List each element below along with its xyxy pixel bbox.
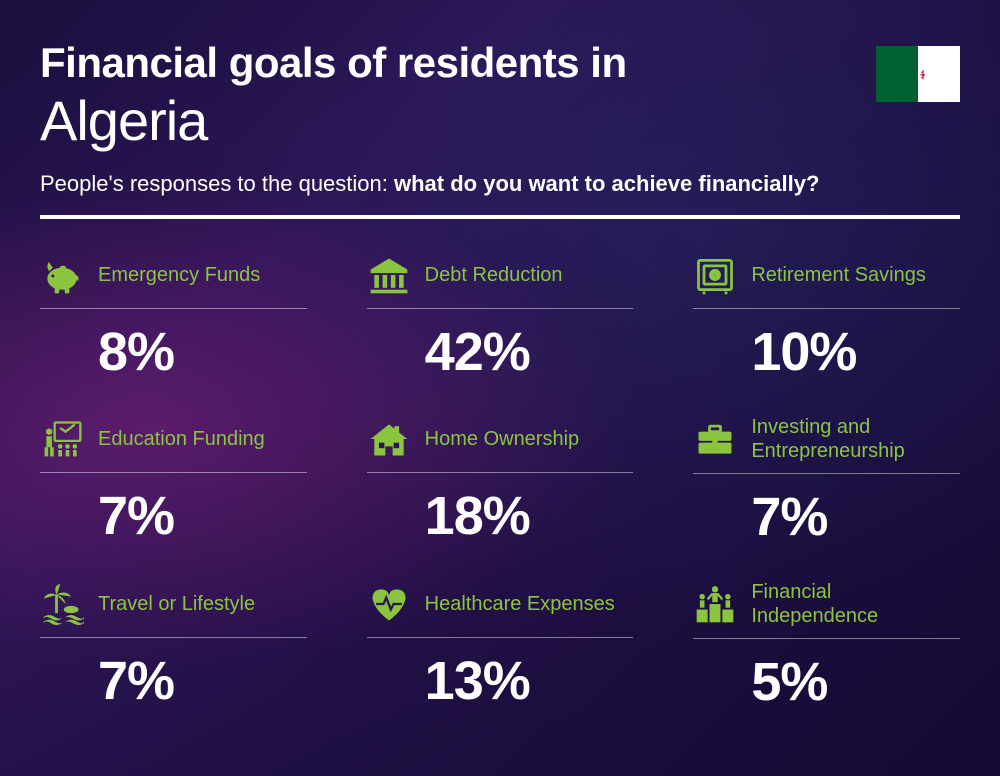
goal-value: 10% bbox=[693, 321, 960, 383]
goal-value: 5% bbox=[693, 651, 960, 713]
item-head: Financial Independence bbox=[693, 580, 960, 639]
goal-label: Travel or Lifestyle bbox=[98, 592, 255, 616]
subtitle: People's responses to the question: what… bbox=[40, 171, 960, 197]
goal-healthcare: Healthcare Expenses 13% bbox=[367, 580, 634, 713]
goal-education-funding: Education Funding 7% bbox=[40, 415, 307, 548]
goals-grid: Emergency Funds 8% Debt Reduction 42% Re… bbox=[40, 251, 960, 713]
goal-investing: Investing and Entrepreneurship 7% bbox=[693, 415, 960, 548]
item-head: Emergency Funds bbox=[40, 251, 307, 309]
goal-home-ownership: Home Ownership 18% bbox=[367, 415, 634, 548]
title-prefix: Financial goals of residents in bbox=[40, 40, 960, 86]
goal-label: Emergency Funds bbox=[98, 263, 260, 287]
goal-value: 8% bbox=[40, 321, 307, 383]
house-icon bbox=[367, 417, 411, 461]
education-icon bbox=[40, 417, 84, 461]
goal-label: Investing and Entrepreneurship bbox=[751, 415, 960, 463]
piggy-bank-icon bbox=[40, 253, 84, 297]
item-head: Travel or Lifestyle bbox=[40, 580, 307, 638]
goal-value: 7% bbox=[40, 485, 307, 547]
podium-icon bbox=[693, 582, 737, 626]
goal-retirement-savings: Retirement Savings 10% bbox=[693, 251, 960, 383]
item-head: Retirement Savings bbox=[693, 251, 960, 309]
bank-icon bbox=[367, 253, 411, 297]
item-head: Debt Reduction bbox=[367, 251, 634, 309]
goal-label: Education Funding bbox=[98, 427, 265, 451]
goal-value: 13% bbox=[367, 650, 634, 712]
item-head: Healthcare Expenses bbox=[367, 580, 634, 638]
palm-icon bbox=[40, 582, 84, 626]
goal-travel-lifestyle: Travel or Lifestyle 7% bbox=[40, 580, 307, 713]
subtitle-bold: what do you want to achieve financially? bbox=[394, 171, 819, 196]
goal-financial-independence: Financial Independence 5% bbox=[693, 580, 960, 713]
goal-label: Retirement Savings bbox=[751, 263, 926, 287]
goal-label: Debt Reduction bbox=[425, 263, 563, 287]
country-name: Algeria bbox=[40, 88, 960, 153]
header: Financial goals of residents in Algeria … bbox=[40, 40, 960, 219]
header-divider bbox=[40, 215, 960, 219]
flag-emblem-icon bbox=[903, 59, 933, 89]
goal-label: Healthcare Expenses bbox=[425, 592, 615, 616]
goal-value: 18% bbox=[367, 485, 634, 547]
item-head: Investing and Entrepreneurship bbox=[693, 415, 960, 474]
subtitle-lead: People's responses to the question: bbox=[40, 171, 394, 196]
item-head: Education Funding bbox=[40, 415, 307, 473]
item-head: Home Ownership bbox=[367, 415, 634, 473]
briefcase-icon bbox=[693, 417, 737, 461]
safe-icon bbox=[693, 253, 737, 297]
goal-value: 42% bbox=[367, 321, 634, 383]
goal-label: Home Ownership bbox=[425, 427, 580, 451]
heart-pulse-icon bbox=[367, 582, 411, 626]
goal-emergency-funds: Emergency Funds 8% bbox=[40, 251, 307, 383]
algeria-flag bbox=[876, 46, 960, 102]
goal-value: 7% bbox=[40, 650, 307, 712]
goal-value: 7% bbox=[693, 486, 960, 548]
goal-debt-reduction: Debt Reduction 42% bbox=[367, 251, 634, 383]
goal-label: Financial Independence bbox=[751, 580, 960, 628]
